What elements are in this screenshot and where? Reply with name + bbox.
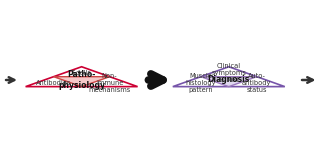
Polygon shape — [173, 67, 285, 87]
Text: Patho-
physiology: Patho- physiology — [58, 70, 105, 90]
Polygon shape — [201, 77, 257, 87]
Text: Auto-
antibody
status: Auto- antibody status — [242, 73, 271, 93]
Polygon shape — [26, 67, 138, 87]
Text: Muscle
histology
pattern: Muscle histology pattern — [186, 73, 216, 93]
Polygon shape — [54, 77, 109, 87]
Text: Non-
immune
mechanisms: Non- immune mechanisms — [88, 73, 131, 93]
Text: Diagnosis: Diagnosis — [208, 76, 250, 84]
Text: Clinical
symptoms
& MRI: Clinical symptoms & MRI — [212, 63, 246, 83]
Text: Antibodies: Antibodies — [36, 80, 71, 86]
Text: T-cells: T-cells — [71, 70, 92, 76]
